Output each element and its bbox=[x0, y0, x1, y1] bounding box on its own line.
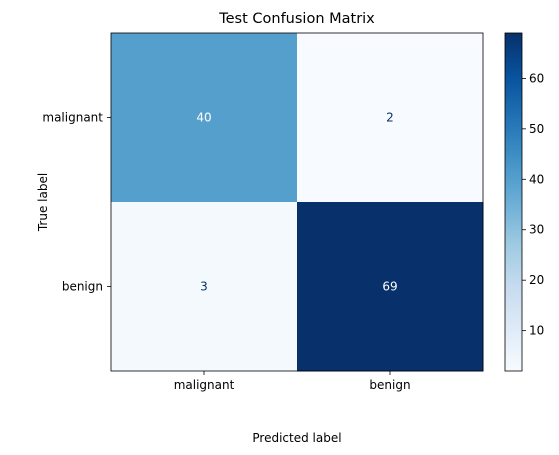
colorbar-tick-label: 10 bbox=[529, 324, 544, 338]
colorbar-tick-label: 50 bbox=[529, 122, 544, 136]
matrix-cell bbox=[111, 33, 298, 203]
cell-value-label: 3 bbox=[200, 280, 208, 294]
x-axis-ticks: malignant benign bbox=[174, 371, 411, 392]
colorbar-ticks: 10 20 30 40 50 60 bbox=[522, 71, 544, 338]
cell-value-label: 2 bbox=[386, 111, 394, 125]
x-tick-label: benign bbox=[369, 378, 410, 392]
y-tick-label: malignant bbox=[42, 111, 103, 125]
colorbar bbox=[504, 32, 523, 372]
plot-frame bbox=[110, 32, 484, 372]
colorbar-tick-label: 20 bbox=[529, 273, 544, 287]
chart-title: Test Confusion Matrix bbox=[218, 11, 375, 27]
cell-value-label: 40 bbox=[196, 111, 211, 125]
colorbar-tick-label: 30 bbox=[529, 223, 544, 237]
y-tick-label: benign bbox=[62, 280, 103, 294]
matrix-cell bbox=[111, 202, 298, 372]
matrix-cell bbox=[297, 33, 484, 203]
matrix-cell bbox=[297, 202, 484, 372]
x-axis-label: Predicted label bbox=[252, 431, 341, 445]
matrix-cells: 40 2 3 69 bbox=[111, 33, 484, 372]
colorbar-tick-label: 40 bbox=[529, 172, 544, 186]
y-axis-label: True label bbox=[36, 173, 50, 232]
colorbar-tick-label: 60 bbox=[529, 71, 544, 85]
x-tick-label: malignant bbox=[174, 378, 235, 392]
cell-value-label: 69 bbox=[382, 280, 397, 294]
y-axis-ticks: malignant benign bbox=[42, 111, 111, 294]
